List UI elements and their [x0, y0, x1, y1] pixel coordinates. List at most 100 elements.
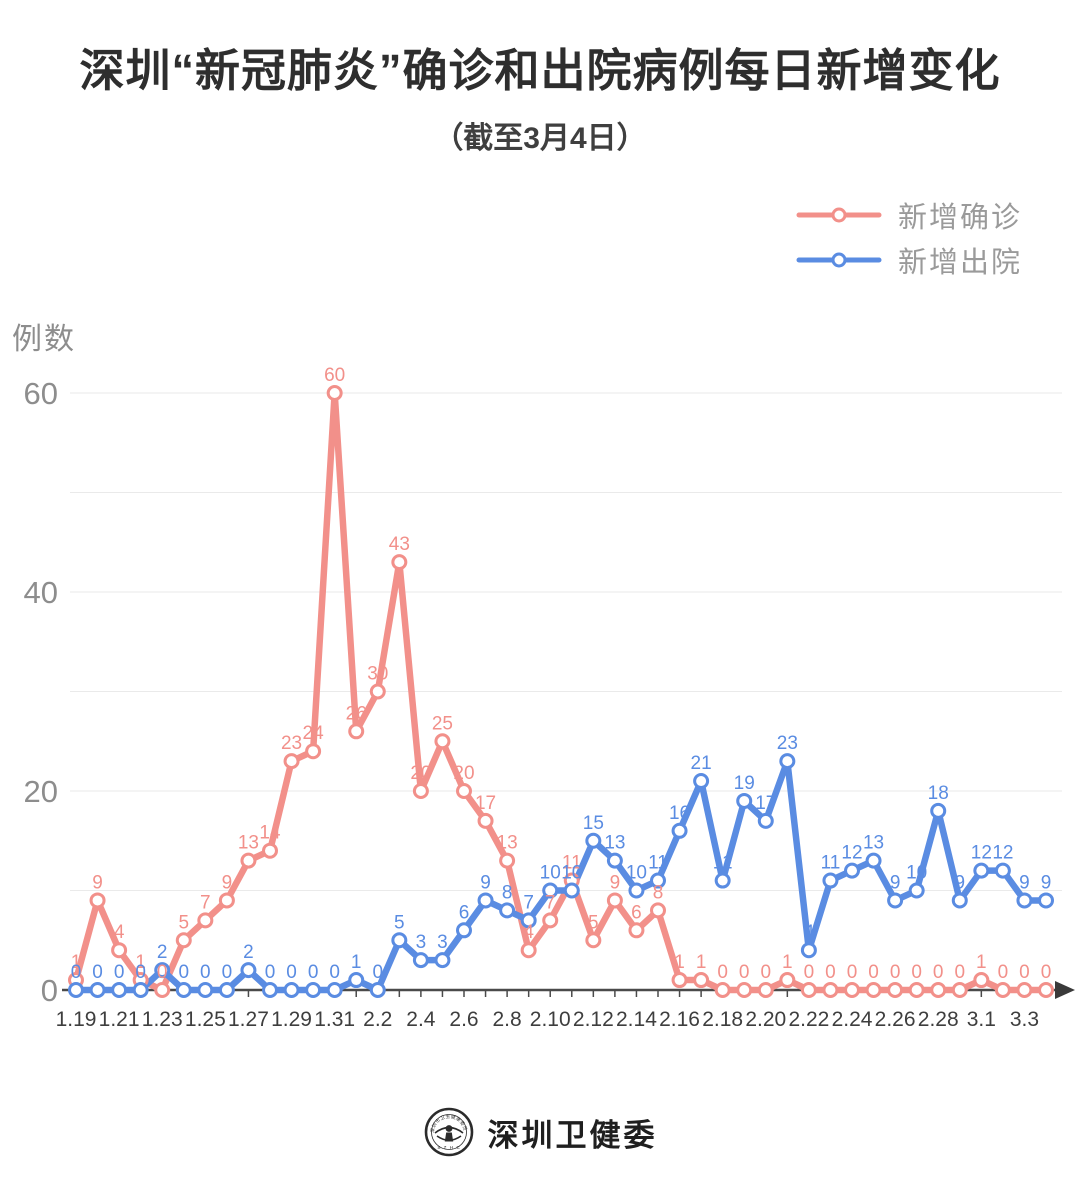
data-point-marker: [412, 783, 429, 799]
data-point-marker: [499, 902, 516, 919]
y-tick-label: 60: [24, 376, 58, 411]
data-label: 12: [841, 843, 862, 864]
data-label: 0: [739, 962, 750, 983]
data-point-marker: [973, 862, 990, 879]
data-label: 24: [303, 723, 325, 744]
data-point-marker: [197, 982, 214, 998]
data-label: 0: [868, 962, 879, 983]
data-point-marker: [305, 982, 322, 998]
x-tick-label: 3.1: [967, 1008, 996, 1031]
data-label: 0: [847, 962, 858, 983]
data-point-marker: [412, 952, 429, 969]
x-tick-label: 2.28: [918, 1008, 959, 1031]
data-point-marker: [994, 862, 1011, 879]
data-label: 0: [222, 962, 233, 983]
data-point-marker: [930, 982, 947, 998]
legend: 新增确诊 新增出院: [796, 192, 1022, 282]
data-point-marker: [154, 982, 171, 998]
data-point-marker: [908, 982, 925, 998]
data-label: 13: [863, 833, 884, 854]
data-label: 9: [480, 872, 491, 893]
data-point-marker: [844, 862, 860, 879]
data-point-marker: [542, 912, 559, 929]
data-label: 1: [696, 952, 707, 973]
data-label: 7: [200, 892, 211, 913]
data-label: 1: [351, 952, 362, 973]
data-label: 0: [286, 962, 297, 983]
data-point-marker: [757, 812, 774, 829]
data-point-marker: [973, 972, 990, 989]
data-label: 0: [157, 962, 168, 983]
data-label: 9: [222, 872, 233, 893]
data-label: 3: [437, 932, 448, 953]
data-point-marker: [283, 753, 300, 770]
legend-label-discharged: 新增出院: [897, 246, 1022, 279]
data-point-marker: [671, 972, 688, 989]
data-label: 0: [372, 962, 383, 983]
data-point-marker: [240, 852, 257, 869]
data-point-marker: [218, 892, 235, 909]
data-label: 9: [954, 872, 965, 893]
x-tick-label: 2.4: [406, 1008, 436, 1031]
data-label: 0: [998, 962, 1009, 983]
data-label: 15: [583, 813, 604, 834]
data-point-marker: [563, 882, 580, 899]
data-label: 11: [648, 853, 668, 874]
data-label: 10: [561, 863, 582, 884]
data-point-marker: [887, 982, 904, 998]
data-label: 0: [954, 962, 965, 983]
data-point-marker: [1016, 892, 1033, 909]
data-point-marker: [736, 982, 753, 998]
data-point-marker: [68, 982, 84, 998]
brand-name: 深圳卫健委: [487, 1117, 658, 1153]
data-label: 8: [502, 882, 513, 903]
x-tick-label: 1.19: [56, 1008, 97, 1031]
data-label: 2: [243, 942, 254, 963]
data-label: 0: [1019, 962, 1030, 983]
data-point-marker: [477, 892, 494, 909]
data-label: 0: [804, 962, 815, 983]
data-label: 0: [825, 962, 836, 983]
data-label: 0: [92, 962, 103, 983]
data-point-marker: [822, 872, 839, 889]
x-tick-label: 3.3: [1010, 1008, 1039, 1031]
data-point-marker: [714, 982, 731, 998]
data-label: 20: [410, 763, 431, 784]
data-label: 0: [114, 962, 125, 983]
legend-label-confirmed: 新增确诊: [897, 201, 1022, 234]
data-label: 11: [562, 853, 582, 874]
data-point-marker: [693, 972, 710, 989]
x-tick-label: 1.31: [314, 1008, 355, 1031]
data-label: 0: [308, 962, 319, 983]
chart-subtitle: （截至3月4日）: [433, 122, 647, 155]
data-point-marker: [391, 932, 408, 949]
data-label: 0: [178, 962, 189, 983]
data-label: 5: [588, 912, 599, 933]
data-label: 0: [933, 962, 944, 983]
legend-marker-icon: [831, 207, 847, 222]
data-label: 0: [329, 962, 340, 983]
y-axis-title: 例数: [12, 323, 76, 356]
legend-item-confirmed: 新增确诊: [796, 192, 1022, 237]
x-tick-label: 2.6: [449, 1008, 478, 1031]
x-tick-label: 2.26: [875, 1008, 916, 1031]
data-point-marker: [628, 922, 645, 939]
data-point-marker: [326, 385, 343, 401]
data-label: 14: [259, 823, 281, 844]
data-label: 10: [540, 863, 561, 884]
data-point-marker: [175, 982, 192, 998]
data-label: 25: [432, 713, 453, 734]
x-tick-label: 2.24: [832, 1008, 873, 1031]
data-point-marker: [369, 982, 386, 998]
data-label: 19: [734, 773, 755, 794]
data-label: 0: [1041, 962, 1052, 983]
data-point-marker: [111, 982, 128, 998]
y-tick-label: 0: [41, 973, 58, 1008]
data-point-marker: [994, 982, 1011, 998]
data-point-marker: [585, 932, 602, 949]
data-label: 10: [906, 863, 927, 884]
data-point-marker: [930, 802, 947, 819]
data-label: 23: [281, 733, 302, 754]
data-point-marker: [326, 982, 343, 998]
